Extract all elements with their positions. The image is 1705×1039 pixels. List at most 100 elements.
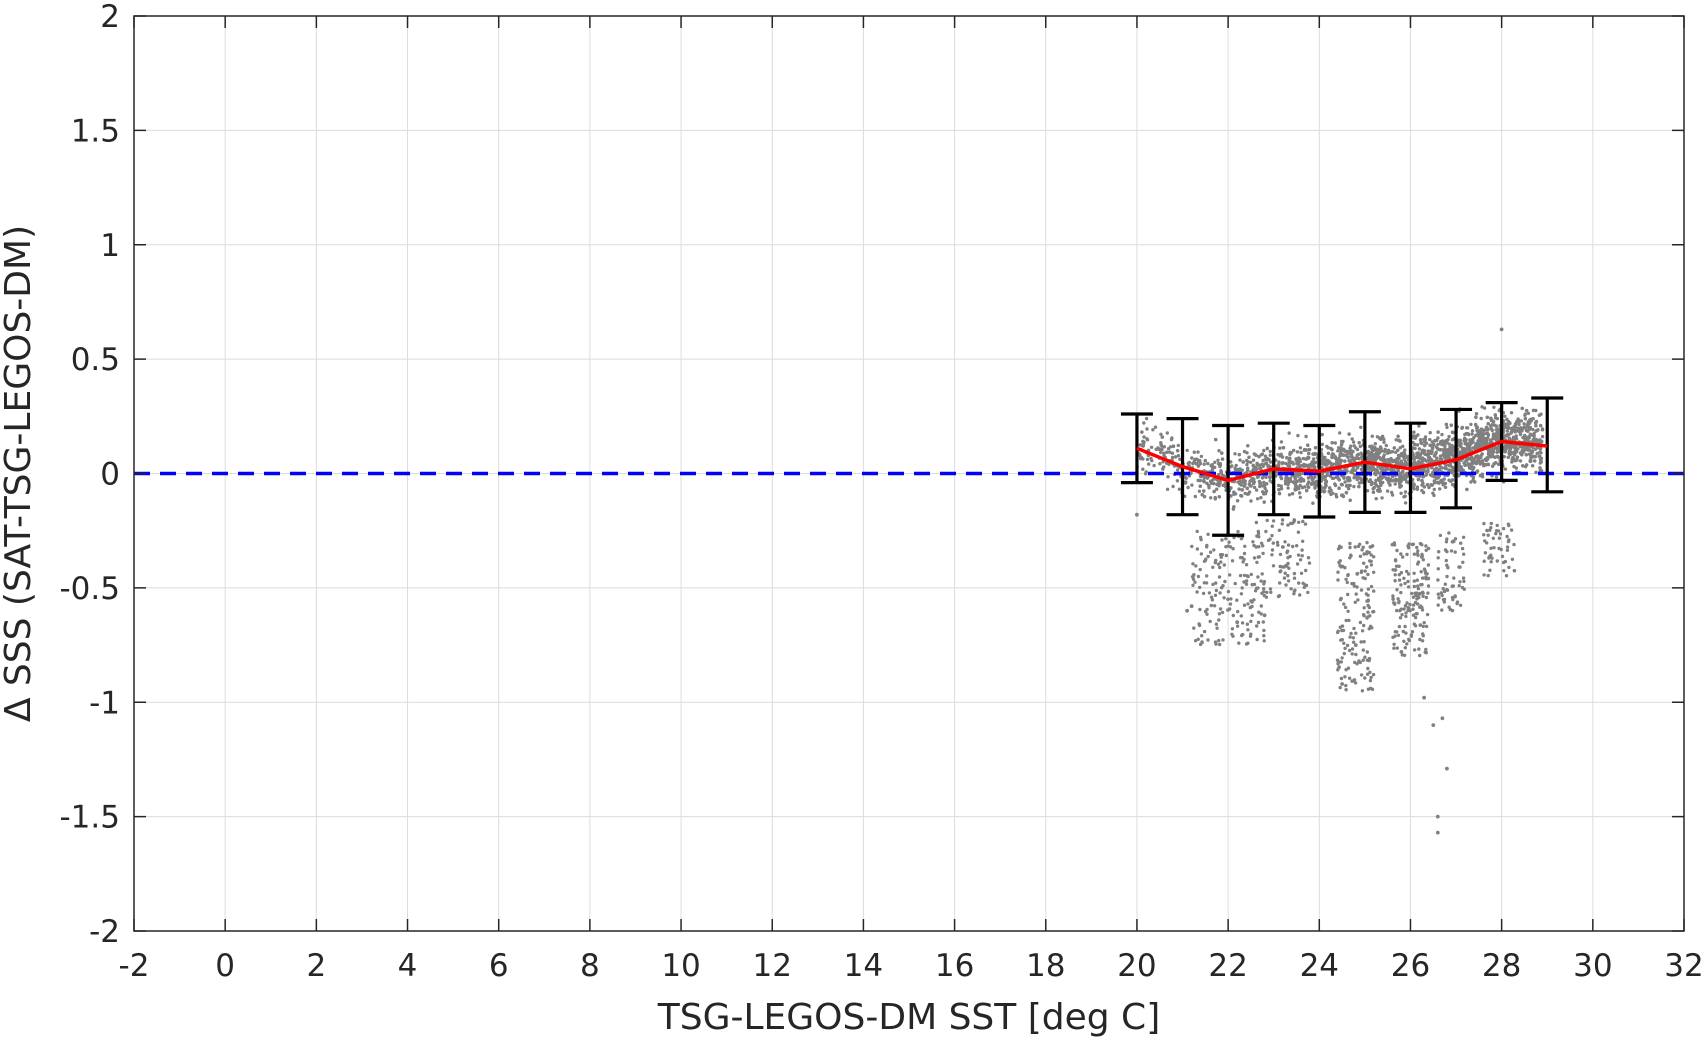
scatter-point bbox=[1250, 604, 1254, 609]
scatter-point bbox=[1479, 439, 1483, 444]
scatter-point bbox=[1514, 448, 1519, 452]
scatter-point bbox=[1465, 487, 1469, 492]
scatter-point bbox=[1421, 632, 1425, 636]
scatter-point bbox=[1338, 452, 1342, 456]
scatter-point bbox=[1268, 475, 1272, 479]
scatter-point bbox=[1411, 542, 1416, 546]
scatter-point bbox=[1445, 588, 1449, 592]
scatter-point bbox=[1379, 465, 1383, 470]
scatter-point bbox=[1221, 638, 1225, 642]
scatter-point bbox=[1242, 551, 1247, 556]
scatter-point bbox=[1509, 528, 1514, 532]
scatter-point bbox=[1235, 624, 1240, 628]
scatter-point bbox=[1262, 582, 1266, 586]
scatter-point bbox=[1418, 637, 1422, 642]
scatter-point bbox=[1278, 564, 1282, 569]
scatter-point bbox=[1423, 452, 1427, 456]
scatter-point bbox=[1264, 529, 1268, 534]
scatter-point bbox=[1351, 679, 1355, 683]
scatter-point bbox=[1254, 488, 1259, 492]
scatter-point bbox=[1222, 563, 1227, 567]
scatter-point bbox=[1321, 475, 1326, 479]
scatter-point bbox=[1193, 580, 1197, 584]
scatter-point bbox=[1356, 465, 1360, 469]
scatter-point bbox=[1245, 451, 1249, 455]
scatter-point bbox=[1460, 426, 1464, 430]
scatter-point bbox=[1255, 463, 1260, 467]
scatter-point bbox=[1328, 461, 1333, 465]
scatter-point bbox=[1441, 587, 1445, 591]
scatter-point bbox=[1398, 485, 1402, 489]
scatter-point bbox=[1469, 480, 1473, 484]
scatter-point bbox=[1310, 477, 1314, 481]
scatter-point bbox=[1433, 438, 1437, 443]
scatter-point bbox=[1514, 458, 1518, 463]
scatter-point bbox=[1380, 496, 1384, 500]
scatter-point bbox=[1220, 457, 1225, 461]
scatter-point bbox=[1461, 468, 1465, 473]
scatter-point bbox=[1477, 459, 1482, 464]
scatter-point bbox=[1390, 479, 1395, 483]
scatter-point bbox=[1205, 574, 1209, 578]
scatter-point bbox=[1398, 480, 1402, 484]
scatter-point bbox=[1467, 456, 1471, 461]
scatter-point bbox=[1475, 429, 1479, 433]
scatter-point bbox=[1371, 610, 1375, 614]
scatter-point bbox=[1224, 545, 1228, 549]
scatter-point bbox=[1457, 584, 1461, 588]
scatter-point bbox=[1229, 460, 1233, 464]
scatter-point bbox=[1256, 586, 1260, 590]
scatter-point bbox=[1376, 489, 1381, 493]
scatter-point bbox=[1393, 579, 1397, 583]
scatter-point bbox=[1226, 589, 1231, 594]
scatter-point bbox=[1347, 459, 1351, 463]
scatter-point bbox=[1170, 455, 1175, 460]
scatter-point bbox=[1263, 486, 1267, 490]
scatter-point bbox=[1380, 480, 1384, 485]
scatter-point bbox=[1492, 447, 1496, 451]
scatter-point bbox=[1300, 485, 1305, 490]
scatter-point bbox=[1292, 480, 1296, 484]
scatter-point bbox=[1413, 436, 1417, 440]
scatter-point bbox=[1202, 494, 1207, 499]
scatter-point bbox=[1449, 423, 1454, 427]
scatter-point bbox=[1368, 678, 1373, 683]
scatter-point bbox=[1347, 676, 1352, 680]
scatter-point bbox=[1261, 620, 1266, 624]
scatter-point bbox=[1352, 444, 1356, 448]
scatter-point bbox=[1366, 687, 1371, 691]
scatter-point bbox=[1165, 487, 1170, 491]
scatter-point bbox=[1290, 521, 1294, 526]
scatter-point bbox=[1480, 405, 1484, 409]
scatter-point bbox=[1355, 662, 1359, 666]
scatter-point bbox=[1368, 670, 1372, 674]
scatter-point bbox=[1361, 648, 1366, 652]
scatter-point bbox=[1512, 437, 1517, 442]
scatter-point bbox=[1520, 453, 1524, 457]
scatter-point bbox=[1360, 464, 1364, 468]
scatter-point bbox=[1324, 484, 1328, 488]
scatter-point bbox=[1249, 484, 1253, 488]
scatter-point bbox=[1167, 462, 1171, 466]
scatter-point bbox=[1312, 452, 1317, 456]
scatter-point bbox=[1178, 457, 1182, 461]
scatter-point bbox=[1412, 579, 1417, 583]
scatter-point bbox=[1141, 467, 1145, 471]
scatter-point bbox=[1426, 546, 1431, 551]
scatter-point bbox=[1338, 563, 1342, 568]
scatter-point bbox=[1288, 452, 1292, 456]
scatter-point bbox=[1257, 545, 1261, 549]
scatter-point bbox=[1299, 450, 1303, 455]
y-tick-label: -1.5 bbox=[60, 800, 121, 836]
scatter-point bbox=[1365, 599, 1369, 603]
y-tick-label: 1 bbox=[100, 228, 120, 264]
scatter-point bbox=[1450, 482, 1455, 487]
scatter-point bbox=[1447, 434, 1451, 439]
scatter-point bbox=[1284, 563, 1288, 568]
scatter-point bbox=[1400, 653, 1405, 657]
scatter-point bbox=[1486, 462, 1491, 467]
scatter-point bbox=[1499, 547, 1503, 552]
scatter-point bbox=[1176, 468, 1180, 472]
scatter-point bbox=[1447, 453, 1451, 457]
scatter-point bbox=[1194, 564, 1198, 568]
